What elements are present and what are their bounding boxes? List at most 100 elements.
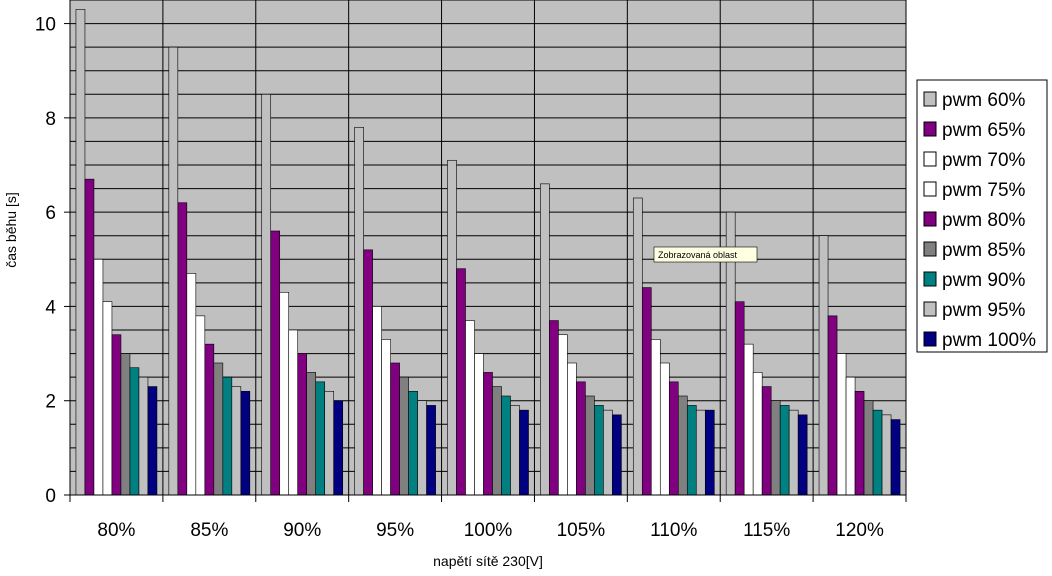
bar[interactable] xyxy=(510,405,520,496)
bar[interactable] xyxy=(222,376,233,496)
bar[interactable] xyxy=(890,419,901,496)
bar[interactable] xyxy=(186,273,197,496)
bar[interactable] xyxy=(111,334,122,496)
x-tick-label: 90% xyxy=(283,520,321,541)
tooltip-text: Zobrazovaná oblast xyxy=(658,250,738,260)
bar[interactable] xyxy=(138,376,149,496)
bar[interactable] xyxy=(213,362,224,496)
bar[interactable] xyxy=(641,287,652,496)
bar[interactable] xyxy=(704,409,715,496)
bar[interactable] xyxy=(827,315,838,496)
bar[interactable] xyxy=(147,386,158,496)
bar[interactable] xyxy=(279,291,290,496)
bar[interactable] xyxy=(686,405,697,496)
bar[interactable] xyxy=(168,46,179,496)
legend-swatch xyxy=(923,151,937,167)
bar[interactable] xyxy=(240,390,251,496)
bar[interactable] xyxy=(102,301,113,496)
bar[interactable] xyxy=(306,372,317,496)
bar[interactable] xyxy=(195,315,206,496)
bar[interactable] xyxy=(519,409,529,496)
bar[interactable] xyxy=(456,268,466,496)
y-tick-label: 4 xyxy=(45,297,56,318)
bar[interactable] xyxy=(297,353,308,496)
bar[interactable] xyxy=(752,372,763,496)
x-tick-label: 85% xyxy=(190,520,228,541)
bar[interactable] xyxy=(836,353,847,496)
bar[interactable] xyxy=(677,395,688,496)
bar[interactable] xyxy=(881,414,892,496)
y-tick-label: 8 xyxy=(45,109,56,130)
bar[interactable] xyxy=(863,400,874,496)
bar[interactable] xyxy=(695,409,706,496)
legend-label: pwm 80% xyxy=(942,210,1026,231)
bar[interactable] xyxy=(659,362,670,496)
bar[interactable] xyxy=(612,414,622,496)
bar[interactable] xyxy=(788,409,799,496)
y-tick-label: 2 xyxy=(45,392,56,413)
bar[interactable] xyxy=(650,339,661,496)
bar[interactable] xyxy=(797,414,808,496)
bar[interactable] xyxy=(363,249,373,496)
bar[interactable] xyxy=(204,343,215,496)
bar[interactable] xyxy=(474,353,484,496)
bar[interactable] xyxy=(288,329,299,496)
bar[interactable] xyxy=(594,405,604,496)
bar[interactable] xyxy=(447,159,457,496)
bar[interactable] xyxy=(399,376,409,496)
bar[interactable] xyxy=(426,405,436,496)
bar[interactable] xyxy=(567,362,577,496)
bar[interactable] xyxy=(315,381,326,496)
bar[interactable] xyxy=(668,381,679,496)
legend-label: pwm 65% xyxy=(942,120,1026,141)
bar[interactable] xyxy=(743,343,754,496)
bar[interactable] xyxy=(854,390,865,496)
bar[interactable] xyxy=(770,400,781,496)
bar[interactable] xyxy=(845,376,856,496)
bar[interactable] xyxy=(354,126,364,496)
bar[interactable] xyxy=(390,362,400,496)
x-tick-labels: 80% 85% 90% 95% 100% 105% 110% 115% 120% xyxy=(97,520,884,541)
y-tick-label: 10 xyxy=(35,15,56,36)
bar[interactable] xyxy=(231,386,242,496)
bar[interactable] xyxy=(540,183,550,496)
bar[interactable] xyxy=(417,400,427,496)
bar[interactable] xyxy=(177,202,188,496)
legend-label: pwm 90% xyxy=(942,270,1026,291)
legend-swatch xyxy=(923,91,937,107)
bar[interactable] xyxy=(120,353,131,496)
bar[interactable] xyxy=(261,93,272,496)
bar[interactable] xyxy=(558,334,568,496)
bar[interactable] xyxy=(585,395,595,496)
bar[interactable] xyxy=(549,320,559,496)
bar[interactable] xyxy=(761,386,772,496)
bar[interactable] xyxy=(872,409,883,496)
bar[interactable] xyxy=(576,381,586,496)
legend-swatch xyxy=(923,241,937,257)
x-tick-label: 95% xyxy=(376,520,414,541)
bar[interactable] xyxy=(381,339,391,496)
bar[interactable] xyxy=(483,372,493,496)
bar[interactable] xyxy=(75,9,86,496)
bar[interactable] xyxy=(84,178,95,496)
bar[interactable] xyxy=(603,409,613,496)
x-tick-label: 120% xyxy=(835,520,884,541)
bar[interactable] xyxy=(372,306,382,496)
bar[interactable] xyxy=(408,390,418,496)
bar[interactable] xyxy=(501,395,511,496)
bar[interactable] xyxy=(632,197,643,496)
bar[interactable] xyxy=(779,405,790,496)
bar[interactable] xyxy=(492,386,502,496)
bar[interactable] xyxy=(734,301,745,496)
bar[interactable] xyxy=(333,400,344,496)
bar[interactable] xyxy=(324,390,335,496)
bar[interactable] xyxy=(465,320,475,496)
bar[interactable] xyxy=(93,258,104,496)
y-tick-labels: 0 2 4 6 8 10 xyxy=(35,15,57,507)
legend-swatch xyxy=(923,331,937,347)
legend[interactable]: pwm 60% pwm 65% pwm 70% pwm 75% pwm 80% pwm 8… xyxy=(916,79,1048,353)
bar[interactable] xyxy=(270,230,281,496)
bar[interactable] xyxy=(818,235,829,496)
bar[interactable] xyxy=(129,367,140,496)
